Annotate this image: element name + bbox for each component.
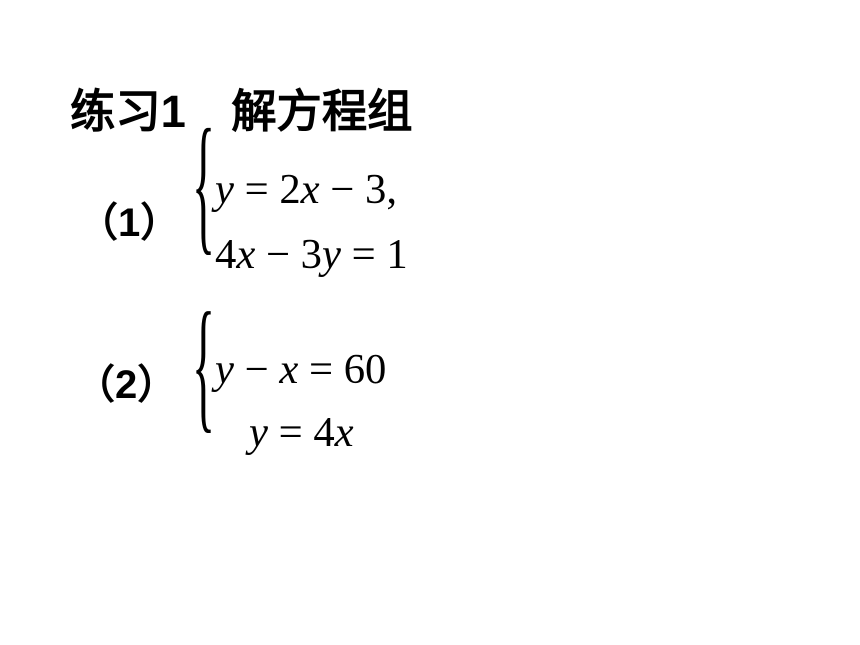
- problem-1-eq-2: 4x − 3y = 1: [215, 230, 408, 279]
- problem-2-eq-1: y − x = 60: [215, 345, 386, 394]
- problem-2-brace: {: [192, 291, 215, 438]
- page-root: 练习1 解方程组 （1） { y = 2x − 3, 4x − 3y = 1 （…: [0, 0, 860, 645]
- problem-2-label: （2）: [75, 352, 177, 410]
- problem-1-label: （1）: [78, 190, 180, 248]
- problem-1-brace: {: [192, 107, 215, 261]
- page-title: 练习1 解方程组: [70, 75, 413, 141]
- problem-2-eq-2: y = 4x: [249, 408, 354, 457]
- problem-1-eq-1: y = 2x − 3,: [215, 165, 397, 214]
